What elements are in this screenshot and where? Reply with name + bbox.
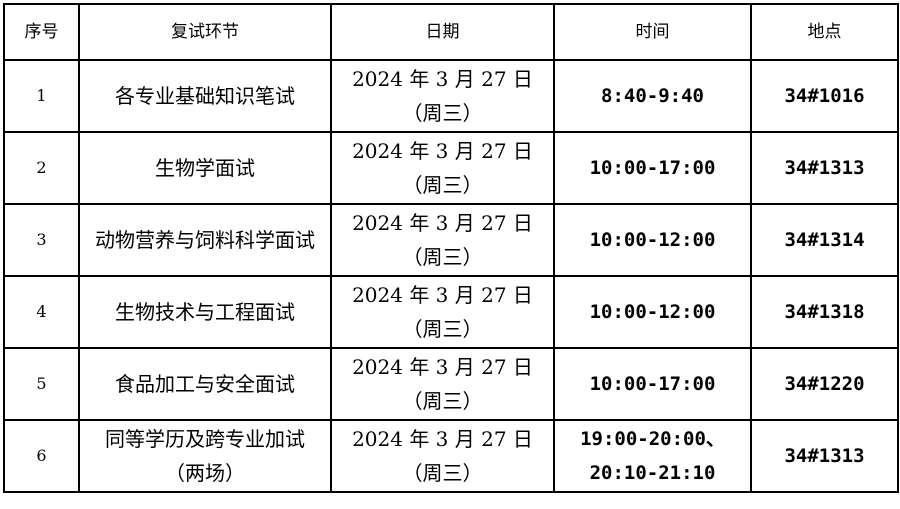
cell-date: 2024 年 3 月 27 日 （周三） [330,203,555,277]
header-place: 地点 [750,3,899,61]
cell-stage: 生物学面试 [78,131,332,205]
cell-no: 4 [3,275,80,349]
cell-date: 2024 年 3 月 27 日 （周三） [330,347,555,421]
table-row: 5 食品加工与安全面试 2024 年 3 月 27 日 （周三） 10:00-17:00… [3,347,899,421]
cell-time: 10:00-17:00 [553,347,752,421]
table-row: 4 生物技术与工程面试 2024 年 3 月 27 日 （周三） 10:00-12:00… [3,275,899,349]
cell-place: 34#1220 [750,347,899,421]
cell-stage: 动物营养与饲料科学面试 [78,203,332,277]
cell-no: 1 [3,59,80,133]
header-stage: 复试环节 [78,3,332,61]
cell-time: 19:00-20:00、20:10-21:10 [553,419,752,493]
date-line: 2024 年 3 月 27 日 [352,283,533,307]
date-line: 2024 年 3 月 27 日 [352,67,533,91]
cell-date: 2024 年 3 月 27 日 （周三） [330,59,555,133]
cell-place: 34#1016 [750,59,899,133]
cell-time: 10:00-17:00 [553,131,752,205]
date-line: 2024 年 3 月 27 日 [352,355,533,379]
cell-stage: 食品加工与安全面试 [78,347,332,421]
cell-date: 2024 年 3 月 27 日 （周三） [330,419,555,493]
table-row: 3 动物营养与饲料科学面试 2024 年 3 月 27 日 （周三） 10:00-12:… [3,203,899,277]
weekday-line: （周三） [402,461,483,485]
date-line: 2024 年 3 月 27 日 [352,139,533,163]
weekday-line: （周三） [402,173,483,197]
cell-no: 5 [3,347,80,421]
weekday-line: （周三） [402,389,483,413]
cell-place: 34#1313 [750,131,899,205]
weekday-line: （周三） [402,101,483,125]
cell-time: 10:00-12:00 [553,275,752,349]
cell-place: 34#1313 [750,419,899,493]
header-no: 序号 [3,3,80,61]
cell-time: 8:40-9:40 [553,59,752,133]
cell-no: 3 [3,203,80,277]
cell-place: 34#1318 [750,275,899,349]
cell-stage: 生物技术与工程面试 [78,275,332,349]
cell-stage: 同等学历及跨专业加试（两场） [78,419,332,493]
table-row: 1 各专业基础知识笔试 2024 年 3 月 27 日 （周三） 8:40-9:40 34… [3,59,899,133]
schedule-table: 序号 复试环节 日期 时间 地点 1 各专业基础知识笔试 2024 年 3 月 27… [3,3,899,493]
weekday-line: （周三） [402,245,483,269]
cell-place: 34#1314 [750,203,899,277]
header-row: 序号 复试环节 日期 时间 地点 [3,3,899,61]
cell-no: 2 [3,131,80,205]
cell-date: 2024 年 3 月 27 日 （周三） [330,275,555,349]
header-date: 日期 [330,3,555,61]
cell-time: 10:00-12:00 [553,203,752,277]
date-line: 2024 年 3 月 27 日 [352,211,533,235]
cell-date: 2024 年 3 月 27 日 （周三） [330,131,555,205]
cell-stage: 各专业基础知识笔试 [78,59,332,133]
table-row: 2 生物学面试 2024 年 3 月 27 日 （周三） 10:00-17:00 34#1… [3,131,899,205]
table-row: 6 同等学历及跨专业加试（两场） 2024 年 3 月 27 日 （周三） 19:00-… [3,419,899,493]
date-line: 2024 年 3 月 27 日 [352,427,533,451]
header-time: 时间 [553,3,752,61]
cell-no: 6 [3,419,80,493]
weekday-line: （周三） [402,317,483,341]
